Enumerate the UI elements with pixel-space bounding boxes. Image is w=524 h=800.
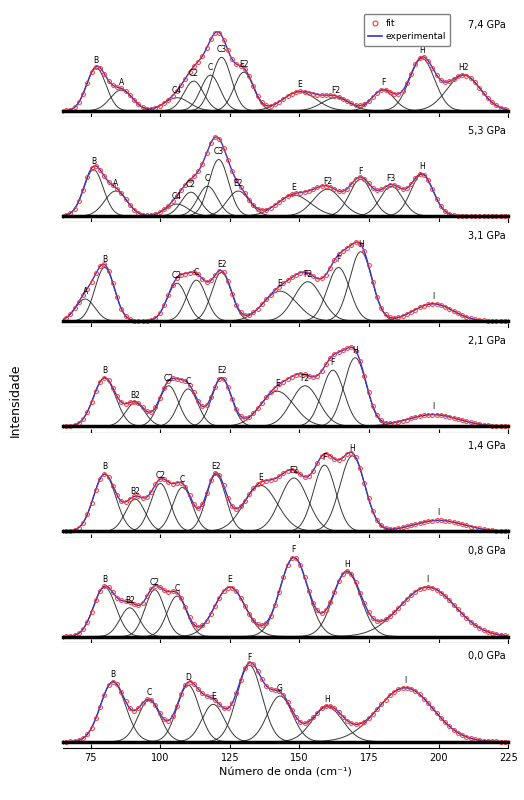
Text: F2: F2 <box>289 466 299 475</box>
Text: E: E <box>297 80 302 89</box>
Text: C4: C4 <box>172 192 182 201</box>
Text: E: E <box>211 692 215 701</box>
Text: 0,8 GPa: 0,8 GPa <box>468 546 506 556</box>
Text: I: I <box>432 292 434 301</box>
Text: B: B <box>102 462 107 471</box>
Text: I: I <box>404 675 407 685</box>
Text: F3: F3 <box>387 174 396 183</box>
Text: C2: C2 <box>172 271 182 280</box>
Text: B2: B2 <box>125 596 135 605</box>
Text: E2: E2 <box>239 60 248 69</box>
Text: B2: B2 <box>130 487 140 496</box>
Text: F: F <box>331 358 335 367</box>
Text: C2: C2 <box>189 69 199 78</box>
Text: F: F <box>292 546 296 554</box>
Text: C3: C3 <box>214 147 224 156</box>
Text: C2: C2 <box>163 374 173 382</box>
Text: A: A <box>119 78 124 87</box>
Legend: fit, experimental: fit, experimental <box>364 14 450 46</box>
Text: A: A <box>113 179 118 188</box>
Text: B: B <box>91 158 96 166</box>
Text: C2: C2 <box>186 180 196 189</box>
Text: F: F <box>336 255 341 264</box>
Text: E: E <box>258 474 263 482</box>
Text: Intensidade: Intensidade <box>9 363 22 437</box>
Text: H: H <box>419 162 425 171</box>
Text: B: B <box>102 366 107 375</box>
Text: E: E <box>278 279 282 288</box>
X-axis label: Número de onda (cm⁻¹): Número de onda (cm⁻¹) <box>219 767 352 777</box>
Text: H2: H2 <box>458 63 469 72</box>
Text: C2: C2 <box>150 578 160 586</box>
Text: F: F <box>358 167 363 176</box>
Text: B: B <box>94 56 99 65</box>
Text: A: A <box>82 287 88 296</box>
Text: F: F <box>322 453 327 462</box>
Text: H: H <box>352 346 358 354</box>
Text: C2: C2 <box>155 471 165 480</box>
Text: H: H <box>324 694 330 704</box>
Text: C: C <box>194 268 199 277</box>
Text: C: C <box>174 584 180 593</box>
Text: E2: E2 <box>211 462 221 471</box>
Text: F2: F2 <box>331 86 340 94</box>
Text: E: E <box>291 183 296 192</box>
Text: C: C <box>185 377 191 386</box>
Text: B2: B2 <box>130 390 140 400</box>
Text: C3: C3 <box>216 45 226 54</box>
Text: H: H <box>344 560 350 569</box>
Text: H: H <box>350 444 355 453</box>
Text: C: C <box>147 688 152 697</box>
Text: D: D <box>185 673 191 682</box>
Text: E2: E2 <box>234 179 243 188</box>
Text: 1,4 GPa: 1,4 GPa <box>468 441 506 451</box>
Text: H: H <box>358 239 364 249</box>
Text: B: B <box>102 255 107 264</box>
Text: 0,0 GPa: 0,0 GPa <box>468 651 506 662</box>
Text: I: I <box>432 402 434 411</box>
Text: F: F <box>247 653 252 662</box>
Text: E: E <box>275 379 280 388</box>
Text: I: I <box>427 575 429 584</box>
Text: C: C <box>180 475 185 484</box>
Text: C: C <box>208 63 213 72</box>
Text: 3,1 GPa: 3,1 GPa <box>468 230 506 241</box>
Text: B: B <box>111 670 116 678</box>
Text: I: I <box>438 508 440 517</box>
Text: F2: F2 <box>323 177 332 186</box>
Text: C4: C4 <box>172 86 182 94</box>
Text: C: C <box>205 174 210 183</box>
Text: 5,3 GPa: 5,3 GPa <box>468 126 506 135</box>
Text: E2: E2 <box>217 260 226 269</box>
Text: F2: F2 <box>300 374 310 382</box>
Text: E2: E2 <box>217 366 226 375</box>
Text: 7,4 GPa: 7,4 GPa <box>468 21 506 30</box>
Text: F2: F2 <box>303 270 312 278</box>
Text: F: F <box>381 78 385 87</box>
Text: E: E <box>227 575 232 584</box>
Text: B: B <box>102 575 107 584</box>
Text: G: G <box>277 684 283 693</box>
Text: 2,1 GPa: 2,1 GPa <box>468 336 506 346</box>
Text: H: H <box>419 46 425 55</box>
